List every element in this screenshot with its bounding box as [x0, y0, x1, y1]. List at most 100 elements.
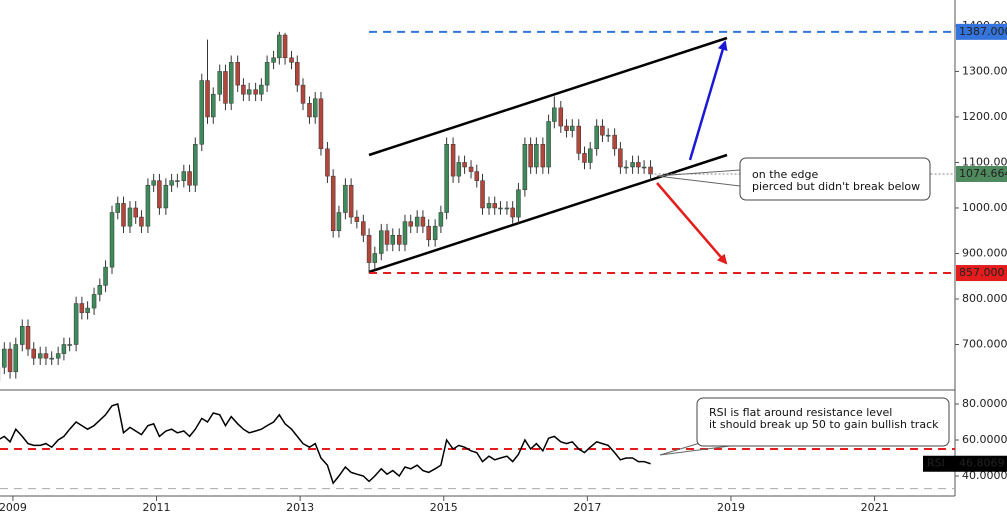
- candle-body: [576, 125, 581, 154]
- candle-body: [211, 93, 216, 118]
- candle-body: [300, 84, 306, 104]
- x-tick-label: 2021: [861, 501, 889, 514]
- arrow-down: [656, 182, 728, 265]
- candle-body: [318, 98, 324, 150]
- callout-pointer: [656, 169, 741, 187]
- candle-body: [582, 153, 587, 163]
- candle-body: [187, 171, 192, 186]
- candle-body: [462, 162, 467, 168]
- candle-body: [361, 221, 366, 236]
- rsi-last-label: 46.8069: [959, 457, 1005, 470]
- candle-body: [450, 144, 456, 177]
- candle-body: [605, 134, 611, 137]
- candle-body: [384, 230, 390, 245]
- candle-body: [587, 148, 593, 163]
- candle-body: [600, 125, 605, 136]
- candle-body: [20, 326, 25, 345]
- candle-body: [396, 235, 402, 245]
- candle-body: [336, 212, 342, 231]
- level-box: [956, 265, 1007, 282]
- axis-labels: 2009 2011 2013 2015 2017 2019 2021 700.000 800.0…: [0, 19, 1007, 514]
- candle-body: [570, 125, 575, 131]
- candle-body: [205, 80, 210, 118]
- channel-bottom: [368, 153, 728, 274]
- candle-body: [468, 166, 474, 172]
- rsi-last-box: [923, 455, 1007, 472]
- candle-body: [264, 62, 270, 86]
- callout-text: pierced but didn't break below: [752, 180, 920, 193]
- candle-body: [408, 221, 413, 227]
- candle-body: [438, 212, 444, 227]
- candle-body: [432, 225, 438, 241]
- candle-body: [414, 216, 420, 227]
- candle-body: [444, 144, 449, 213]
- candle-body: [277, 34, 282, 59]
- y-tick-label: 800.000: [962, 292, 1007, 305]
- candle-body: [630, 162, 635, 168]
- candle-body: [426, 225, 431, 241]
- y-tick-label: 700.000: [962, 337, 1007, 350]
- last-price-label: 1074.664: [959, 167, 1007, 180]
- candle-body: [558, 107, 564, 127]
- candle-body: [133, 207, 138, 218]
- rsi-callout-box: [696, 397, 950, 447]
- candle-body: [534, 144, 539, 168]
- candle-body: [61, 344, 67, 354]
- candle-body: [522, 144, 528, 191]
- rsi-callout-pointer: [659, 439, 731, 456]
- candle-body: [474, 171, 480, 181]
- rsi-y-tick-label: 80.0000: [962, 397, 1007, 410]
- candle-body: [199, 80, 205, 145]
- candle-body: [504, 207, 510, 210]
- candle-body: [289, 57, 294, 63]
- rsi-line: [0, 403, 651, 485]
- candle-body: [390, 235, 396, 245]
- candle-body: [235, 62, 240, 86]
- rsi-name: RSI: [927, 457, 945, 470]
- arrow-up: [688, 40, 728, 161]
- candle-body: [456, 162, 462, 177]
- candle-body: [55, 353, 61, 359]
- rsi-callout-text: RSI is flat around resistance level: [709, 406, 892, 419]
- last-price-box: [956, 165, 1007, 182]
- candle-body: [73, 303, 79, 345]
- candle-body: [151, 180, 156, 186]
- candle-body: [127, 207, 133, 227]
- candle-body: [145, 184, 151, 227]
- channel-top: [368, 36, 728, 157]
- y-tick-label: 1000.000: [962, 201, 1007, 214]
- candle-body: [552, 107, 557, 122]
- candle-body: [312, 98, 318, 118]
- rsi-y-tick-label: 60.0000: [962, 433, 1007, 446]
- candle-body: [348, 184, 354, 218]
- candle-body: [636, 162, 641, 168]
- candle-body: [223, 71, 228, 104]
- candle-body: [618, 148, 623, 168]
- candle-body: [181, 171, 187, 181]
- plot: [0, 30, 955, 490]
- candle-body: [217, 71, 222, 95]
- candle-body: [13, 344, 19, 373]
- candle-body: [612, 134, 617, 150]
- level-box: [956, 23, 1007, 40]
- candle-body: [516, 189, 521, 218]
- candle-body: [139, 216, 144, 227]
- candle-body: [498, 207, 503, 210]
- candle-body: [169, 180, 174, 186]
- candle-body: [372, 253, 378, 263]
- callout-box: [739, 157, 931, 201]
- candle-body: [259, 84, 264, 95]
- candle-body: [175, 180, 180, 182]
- candle-body: [2, 348, 7, 368]
- candle-body: [325, 148, 330, 177]
- candle-body: [623, 166, 629, 169]
- candle-body: [379, 230, 384, 254]
- candle-body: [343, 184, 348, 213]
- candle-body: [79, 303, 85, 313]
- candle-body: [246, 89, 252, 95]
- candle-body: [7, 348, 13, 373]
- candle-body: [307, 103, 312, 118]
- level-label: 857.000: [959, 266, 1005, 279]
- candle-body: [648, 166, 653, 175]
